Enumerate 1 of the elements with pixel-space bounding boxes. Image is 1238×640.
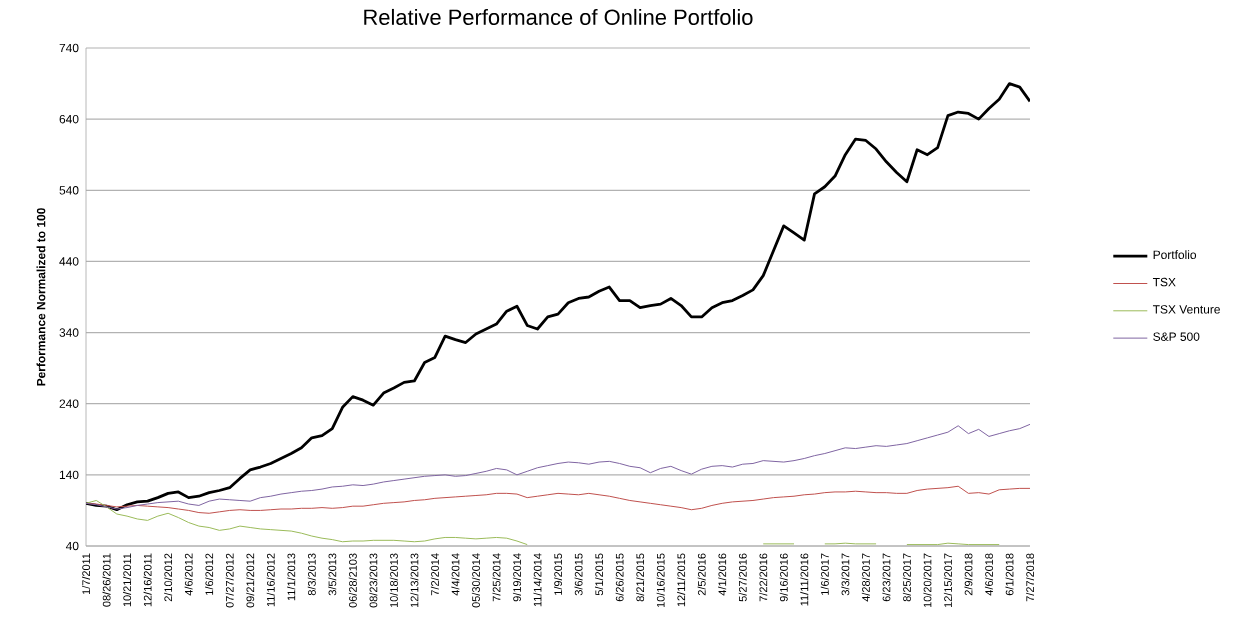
chart-title: Relative Performance of Online Portfolio xyxy=(364,8,753,26)
